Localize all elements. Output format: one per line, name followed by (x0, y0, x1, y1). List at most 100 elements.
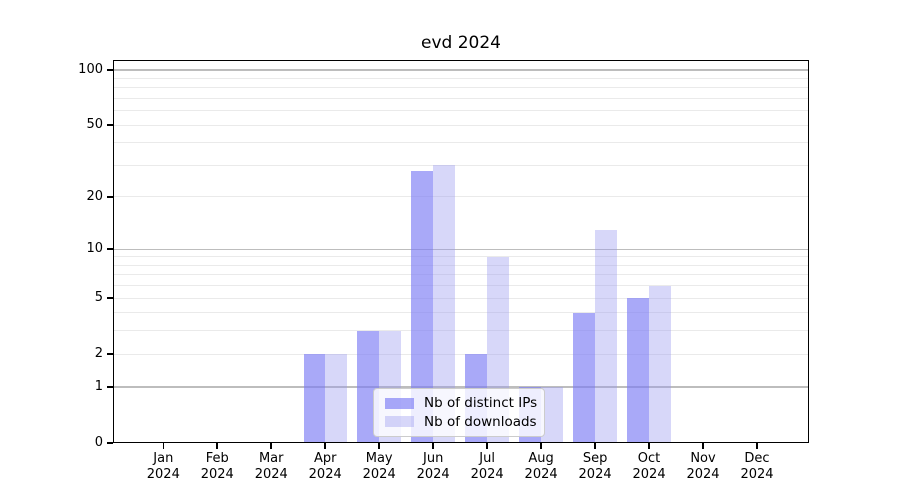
x-axis-tick-label: Nov 2024 (675, 451, 731, 482)
major-gridline (113, 386, 809, 388)
month-label: Jun (423, 451, 444, 466)
year-label: 2024 (470, 466, 504, 482)
x-axis-tick (216, 443, 219, 449)
y-axis-tick-label: 10 (86, 241, 103, 257)
x-axis-tick (324, 443, 326, 449)
y-axis-tick-label: 2 (94, 346, 103, 362)
month-label: Aug (528, 451, 554, 466)
minor-gridline (113, 110, 809, 112)
y-axis-tick (107, 297, 113, 299)
major-gridline (113, 69, 809, 71)
bar-downloads-sep (595, 229, 617, 443)
x-axis-tick-label: Oct 2024 (621, 451, 677, 482)
x-axis-tick-label: Sep 2024 (567, 451, 623, 482)
y-axis-tick (107, 442, 113, 444)
minor-gridline (113, 285, 809, 287)
legend-item-distinct-ips: Nb of distinct IPs (385, 394, 538, 413)
x-axis-tick (756, 443, 758, 449)
minor-gridline (113, 256, 809, 258)
x-axis-tick (594, 443, 596, 449)
minor-gridline (113, 330, 809, 332)
minor-gridline (113, 274, 809, 276)
x-axis-tick (162, 443, 165, 449)
x-axis-tick-label: Feb 2024 (189, 451, 245, 482)
y-axis-tick (107, 353, 113, 355)
x-axis-tick-label: Jun 2024 (405, 451, 461, 482)
month-label: Sep (582, 451, 608, 466)
year-label: 2024 (200, 466, 234, 482)
y-axis-tick (107, 386, 113, 388)
x-axis-tick-label: Jul 2024 (459, 451, 515, 482)
bar-downloads-jun (433, 165, 455, 443)
minor-gridline (113, 77, 809, 79)
bar-downloads-aug (541, 386, 563, 443)
minor-gridline (113, 196, 809, 198)
minor-gridline (113, 353, 809, 355)
x-axis-tick-label: Jan 2024 (135, 451, 191, 482)
minor-gridline (113, 142, 809, 144)
y-axis-tick (107, 124, 113, 127)
year-label: 2024 (578, 466, 612, 482)
legend-item-downloads: Nb of downloads (385, 413, 537, 432)
x-axis-tick (432, 443, 434, 449)
year-label: 2024 (254, 466, 288, 482)
y-axis-tick (107, 248, 113, 250)
minor-gridline (113, 164, 809, 166)
legend-label-downloads: Nb of downloads (424, 413, 537, 430)
x-axis-tick (378, 443, 380, 449)
x-axis-tick (540, 443, 542, 449)
x-axis-tick-label: May 2024 (351, 451, 407, 482)
year-label: 2024 (308, 466, 342, 482)
y-axis-tick (107, 196, 113, 198)
y-axis-tick (107, 69, 113, 71)
y-axis-tick-label: 100 (78, 62, 103, 77)
bar-ips-apr (303, 354, 326, 443)
month-label: Mar (258, 451, 284, 466)
chart-title: evd 2024 (421, 33, 501, 53)
x-axis-tick (648, 443, 650, 449)
month-label: Oct (637, 451, 661, 466)
y-axis-tick-label: 5 (94, 290, 103, 306)
month-label: Jul (479, 451, 495, 466)
x-axis-tick-label: Dec 2024 (729, 451, 785, 482)
major-gridline (113, 248, 809, 250)
year-label: 2024 (416, 466, 450, 482)
bar-downloads-apr (325, 354, 347, 443)
month-label: May (365, 451, 393, 466)
year-label: 2024 (524, 466, 558, 482)
bar-ips-jun (411, 170, 434, 443)
legend-swatch-distinct-ips-icon (385, 397, 414, 409)
year-label: 2024 (146, 466, 180, 482)
month-label: Feb (205, 451, 229, 466)
minor-gridline (113, 97, 809, 99)
bar-ips-sep (573, 312, 596, 443)
year-label: 2024 (740, 466, 774, 482)
year-label: 2024 (632, 466, 666, 482)
x-axis-tick-label: Apr 2024 (297, 451, 353, 482)
month-label: Nov (690, 451, 716, 466)
x-axis-tick-label: Aug 2024 (513, 451, 569, 482)
x-axis-tick (702, 443, 704, 449)
minor-gridline (113, 312, 809, 314)
y-axis-tick-label: 1 (94, 378, 103, 394)
x-axis-tick-label: Mar 2024 (243, 451, 299, 482)
legend-label-distinct-ips: Nb of distinct IPs (424, 395, 538, 412)
month-label: Jan (153, 451, 174, 466)
minor-gridline (113, 87, 809, 89)
minor-gridline (113, 297, 809, 299)
x-axis-tick (486, 443, 488, 449)
month-label: Apr (313, 451, 337, 466)
y-axis-tick-label: 50 (86, 117, 103, 133)
bar-downloads-oct (649, 285, 671, 443)
legend: Nb of distinct IPs Nb of downloads (373, 388, 545, 437)
legend-swatch-downloads-icon (385, 416, 414, 428)
year-label: 2024 (686, 466, 720, 482)
month-label: Dec (744, 451, 770, 466)
year-label: 2024 (362, 466, 396, 482)
y-axis-tick-label: 0 (94, 435, 103, 450)
minor-gridline (113, 264, 809, 266)
bar-ips-oct (627, 298, 650, 443)
y-axis-tick-label: 20 (86, 188, 103, 204)
minor-gridline (113, 124, 809, 126)
